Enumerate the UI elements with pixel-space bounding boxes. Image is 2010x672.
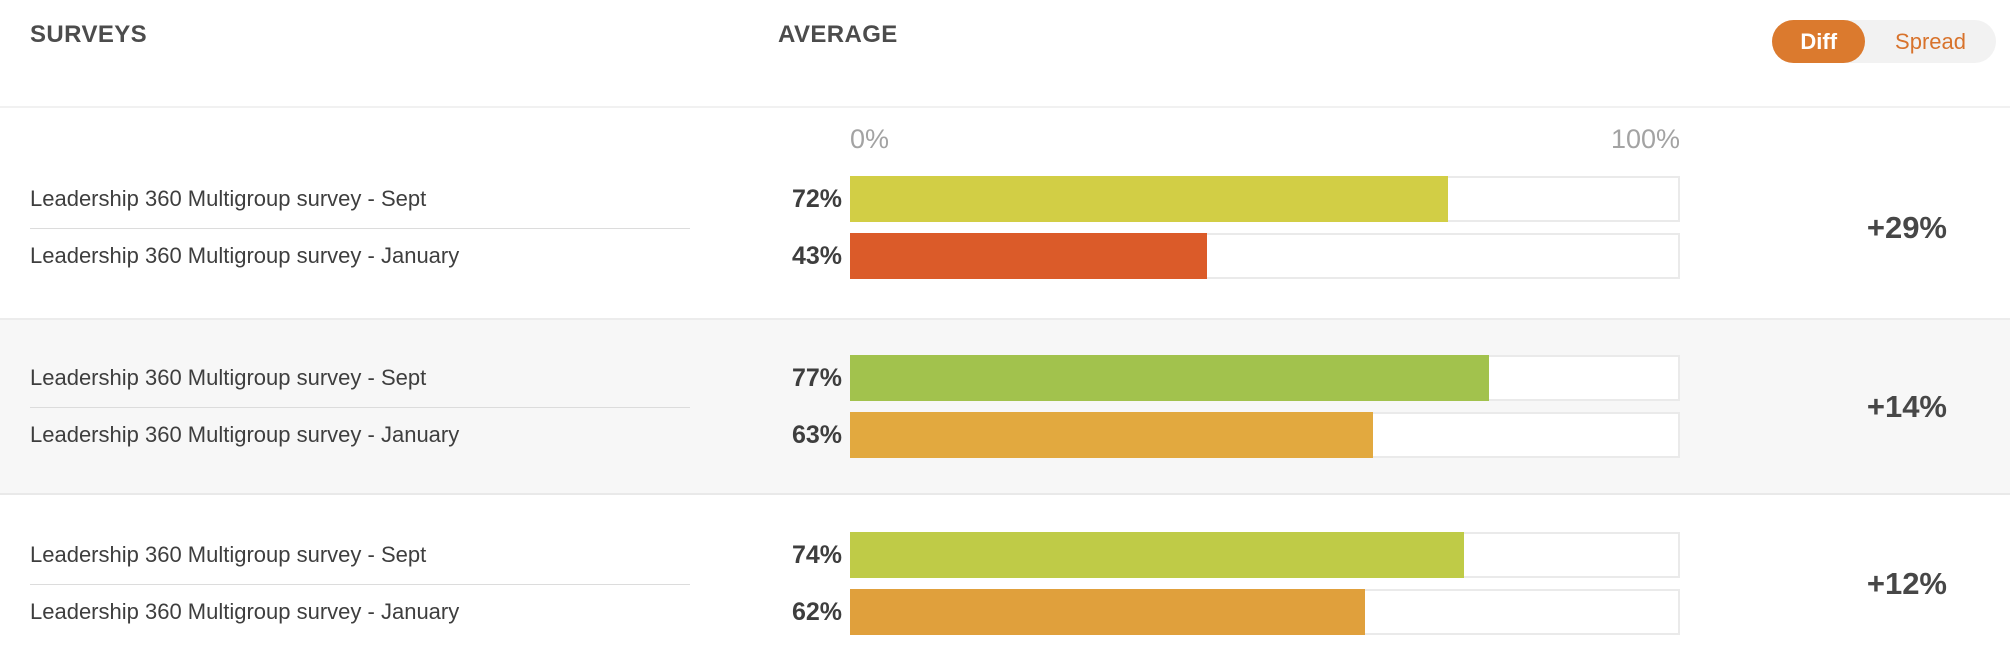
- bar-fill: [850, 532, 1465, 578]
- survey-name: Leadership 360 Multigroup survey - Sept: [30, 186, 427, 211]
- diff-spread-toggle: Diff Spread: [1772, 20, 1996, 63]
- bar-value-label: 62%: [791, 597, 842, 626]
- survey-name: Leadership 360 Multigroup survey - Janua…: [30, 243, 460, 268]
- bar-fill: [850, 589, 1365, 635]
- bar-track: [850, 176, 1680, 222]
- axis-max-label: 100%: [1610, 124, 1680, 154]
- diff-value: +12%: [1866, 565, 1947, 601]
- survey-name: Leadership 360 Multigroup survey - Sept: [30, 542, 427, 567]
- survey-group: Leadership 360 Multigroup survey - Sept …: [0, 176, 2010, 318]
- bar-track: [850, 233, 1680, 279]
- survey-row: Leadership 360 Multigroup survey - Sept …: [0, 176, 1680, 222]
- survey-row: Leadership 360 Multigroup survey - Sept …: [0, 532, 1680, 578]
- axis-labels: 0% 100%: [850, 124, 1680, 155]
- panel-header: SURVEYS AVERAGE Diff Spread: [0, 0, 2010, 108]
- survey-name: Leadership 360 Multigroup survey - Janua…: [30, 599, 460, 624]
- bar-fill: [850, 412, 1373, 458]
- axis-row: 0% 100%: [0, 108, 2010, 176]
- diff-toggle-button[interactable]: Diff: [1772, 20, 1866, 63]
- bar-value-label: 74%: [791, 540, 842, 569]
- survey-name: Leadership 360 Multigroup survey - Sept: [30, 365, 427, 390]
- bar-track: [850, 589, 1680, 635]
- survey-group: Leadership 360 Multigroup survey - Sept …: [0, 318, 2010, 495]
- axis-min-label: 0%: [850, 124, 890, 154]
- bar-value-label: 63%: [791, 420, 842, 449]
- label-divider: [30, 227, 690, 229]
- survey-row: Leadership 360 Multigroup survey - Janua…: [0, 589, 1680, 635]
- spread-toggle-button[interactable]: Spread: [1865, 20, 1996, 63]
- bar-track: [850, 532, 1680, 578]
- diff-value: +29%: [1866, 209, 1947, 245]
- bar-fill: [850, 176, 1448, 222]
- bar-fill: [850, 355, 1490, 401]
- survey-row: Leadership 360 Multigroup survey - Janua…: [0, 233, 1680, 279]
- survey-row: Leadership 360 Multigroup survey - Janua…: [0, 412, 1680, 458]
- bar-track: [850, 412, 1680, 458]
- bar-fill: [850, 233, 1207, 279]
- survey-name: Leadership 360 Multigroup survey - Janua…: [30, 422, 460, 447]
- bar-value-label: 72%: [791, 184, 842, 213]
- diff-value: +14%: [1866, 388, 1947, 424]
- surveys-column-header: SURVEYS: [30, 21, 148, 48]
- survey-group: Leadership 360 Multigroup survey - Sept …: [0, 495, 2010, 672]
- label-divider: [30, 406, 690, 408]
- bar-value-label: 77%: [791, 363, 842, 392]
- survey-row: Leadership 360 Multigroup survey - Sept …: [0, 355, 1680, 401]
- label-divider: [30, 583, 690, 585]
- bar-value-label: 43%: [791, 241, 842, 270]
- bar-track: [850, 355, 1680, 401]
- average-column-header: AVERAGE: [778, 21, 898, 48]
